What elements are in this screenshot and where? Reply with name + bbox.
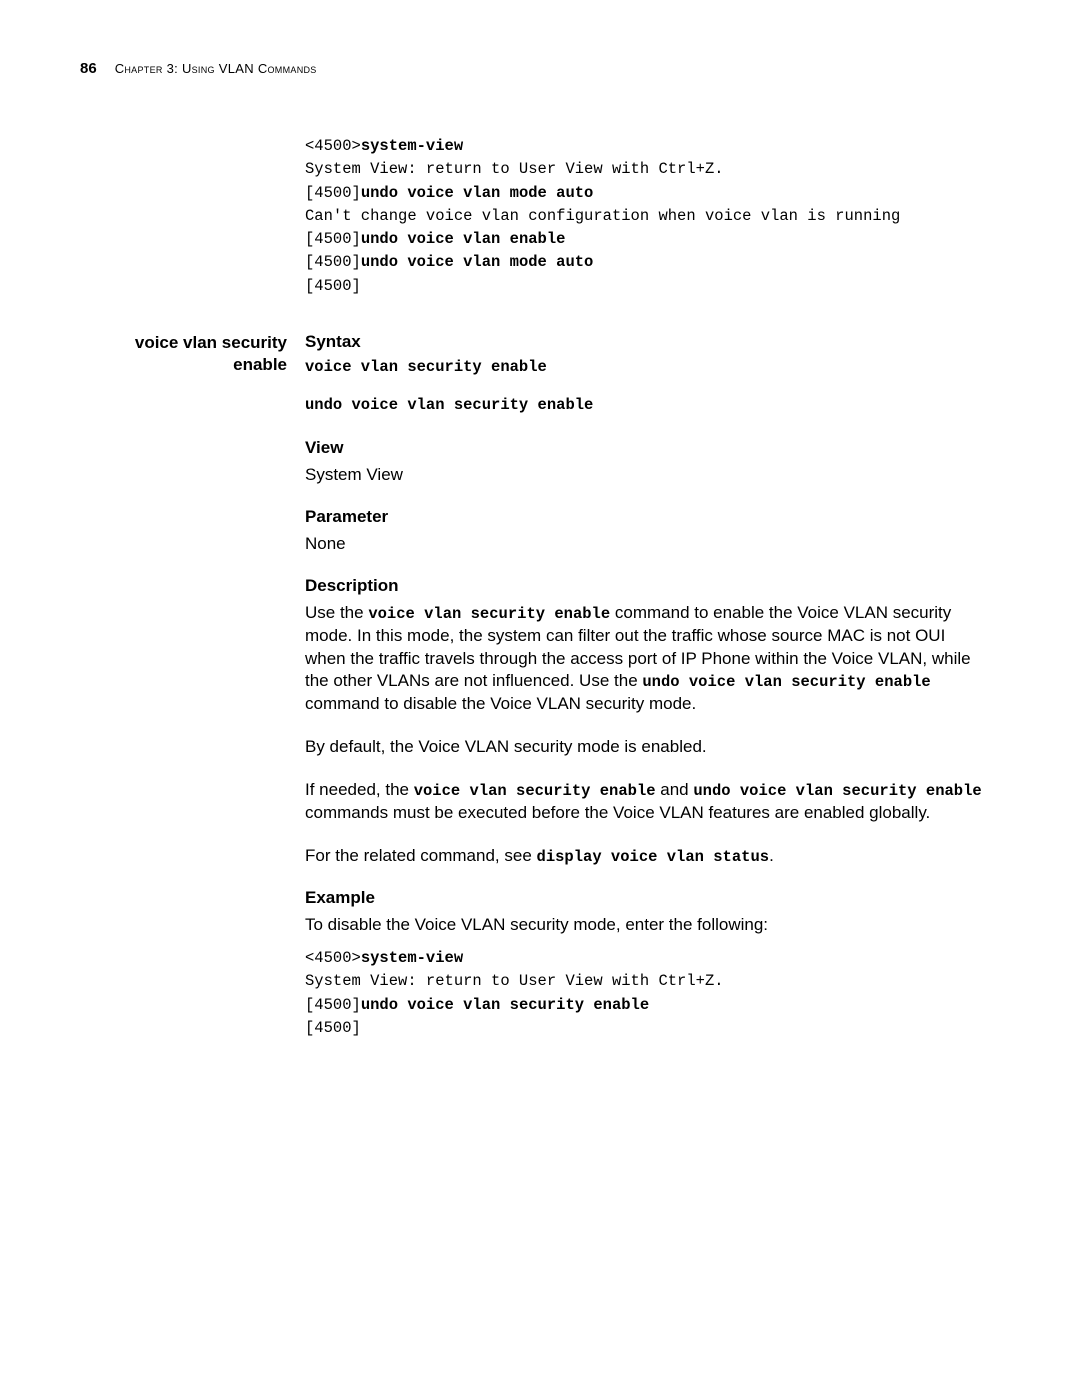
description-p3: If needed, the voice vlan security enabl… [305,779,985,825]
inline-command: voice vlan security enable [368,605,610,623]
syntax-heading: Syntax [305,332,985,352]
syntax-line: undo voice vlan security enable [305,396,985,414]
description-p1: Use the voice vlan security enable comma… [305,602,985,717]
description-p4: For the related command, see display voi… [305,845,985,868]
inline-command: display voice vlan status [537,848,770,866]
parameter-heading: Parameter [305,507,985,527]
text-span: Use the [305,603,368,622]
code-command: system-view [361,949,463,967]
description-p2: By default, the Voice VLAN security mode… [305,736,985,759]
example-heading: Example [305,888,985,908]
inline-command: undo voice vlan security enable [642,673,930,691]
code-line: [4500] [305,277,361,295]
page-header: 86 Chapter 3: Using VLAN Commands [80,60,985,77]
code-line-prefix: [4500] [305,184,361,202]
view-heading: View [305,438,985,458]
code-block-example: <4500>system-view System View: return to… [305,947,985,1040]
page: 86 Chapter 3: Using VLAN Commands <4500>… [0,0,1080,1128]
top-code-block: <4500>system-view System View: return to… [305,135,985,298]
code-command: undo voice vlan mode auto [361,184,594,202]
code-block-top: <4500>system-view System View: return to… [305,135,985,298]
code-line: [4500] [305,1019,361,1037]
parameter-text: None [305,533,985,556]
inline-command: undo voice vlan security enable [693,782,981,800]
main-content: Syntax voice vlan security enable undo v… [305,332,985,1068]
text-span: command to disable the Voice VLAN securi… [305,694,696,713]
code-line: System View: return to User View with Ct… [305,972,724,990]
code-command: undo voice vlan security enable [361,996,649,1014]
text-span: commands must be executed before the Voi… [305,803,930,822]
view-text: System View [305,464,985,487]
code-line: Can't change voice vlan configuration wh… [305,207,900,225]
text-span: If needed, the [305,780,414,799]
code-line-prefix: <4500> [305,137,361,155]
code-command: system-view [361,137,463,155]
code-line-prefix: <4500> [305,949,361,967]
code-line-prefix: [4500] [305,253,361,271]
chapter-title: Chapter 3: Using VLAN Commands [115,61,317,76]
code-line: System View: return to User View with Ct… [305,160,724,178]
text-span: . [769,846,774,865]
description-heading: Description [305,576,985,596]
content-row: voice vlan security enable Syntax voice … [80,332,985,1068]
inline-command: voice vlan security enable [414,782,656,800]
sidebar: voice vlan security enable [80,332,305,376]
text-span: For the related command, see [305,846,537,865]
example-intro: To disable the Voice VLAN security mode,… [305,914,985,937]
code-command: undo voice vlan enable [361,230,566,248]
code-command: undo voice vlan mode auto [361,253,594,271]
page-number: 86 [80,60,97,77]
syntax-line: voice vlan security enable [305,358,985,376]
text-span: and [656,780,694,799]
code-line-prefix: [4500] [305,996,361,1014]
code-line-prefix: [4500] [305,230,361,248]
command-title: voice vlan security enable [80,332,287,376]
